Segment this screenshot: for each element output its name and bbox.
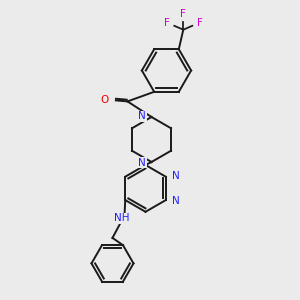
Text: N: N xyxy=(172,171,180,181)
Text: N: N xyxy=(138,158,146,168)
Text: NH: NH xyxy=(114,213,129,224)
Text: F: F xyxy=(180,9,186,19)
Text: N: N xyxy=(138,111,146,122)
Text: N: N xyxy=(172,196,180,206)
Text: F: F xyxy=(197,18,203,28)
Text: O: O xyxy=(100,95,108,105)
Text: F: F xyxy=(164,18,169,28)
